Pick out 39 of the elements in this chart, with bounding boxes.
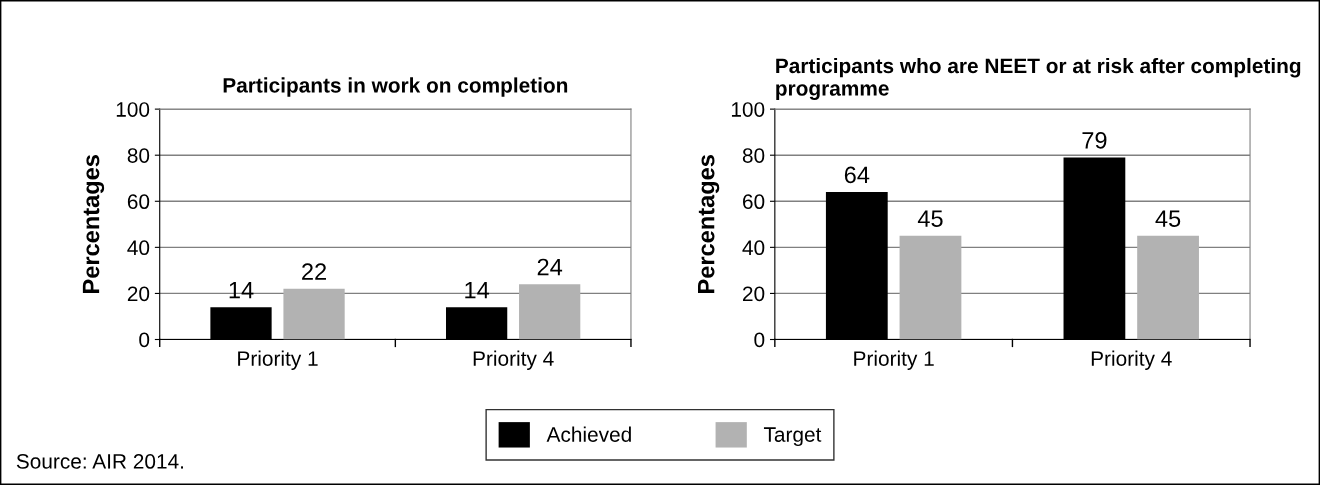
bar [1063, 157, 1126, 340]
bar [519, 284, 581, 340]
y-tick-label: 0 [754, 332, 765, 348]
y-tick-label: 100 [731, 102, 765, 117]
y-tick-label: 100 [116, 102, 150, 117]
data-label: 24 [537, 258, 563, 276]
y-tick-label: 60 [127, 194, 150, 210]
y-axis-title: Percentages [698, 155, 720, 293]
y-tick-label: 0 [139, 332, 150, 348]
bar [283, 288, 345, 340]
y-tick-label: 40 [127, 240, 150, 256]
source-note: Source: AIR 2014. [16, 454, 184, 469]
x-tick-label: Priority 1 [238, 350, 318, 371]
bar [899, 235, 962, 340]
chart-title: Participants in work on completion [223, 77, 568, 97]
data-label: 14 [465, 281, 490, 299]
bar [446, 307, 508, 340]
data-label: 14 [229, 281, 254, 299]
data-label: 79 [1082, 131, 1107, 149]
x-tick-label: Priority 4 [1091, 350, 1172, 371]
legend-label: Achieved [546, 426, 631, 442]
y-tick-label: 60 [743, 194, 765, 210]
data-label: 45 [917, 210, 943, 227]
data-label: 45 [1155, 210, 1181, 227]
y-tick-label: 80 [127, 148, 150, 163]
data-label: 64 [844, 166, 870, 184]
y-tick-label: 20 [743, 286, 765, 302]
x-tick-label: Priority 4 [473, 350, 554, 371]
y-tick-label: 20 [127, 286, 150, 302]
bar [825, 192, 888, 340]
y-axis-title: Percentages [82, 155, 105, 293]
bar [210, 307, 272, 340]
y-tick-label: 40 [742, 240, 765, 256]
chart-title: Participants who are NEET or at risk after completing programme [776, 57, 1301, 100]
bar [1137, 235, 1199, 340]
x-tick-label: Priority 1 [854, 350, 934, 371]
legend-label: Target [763, 427, 822, 447]
y-tick-label: 80 [742, 148, 765, 163]
data-label: 22 [302, 263, 326, 280]
